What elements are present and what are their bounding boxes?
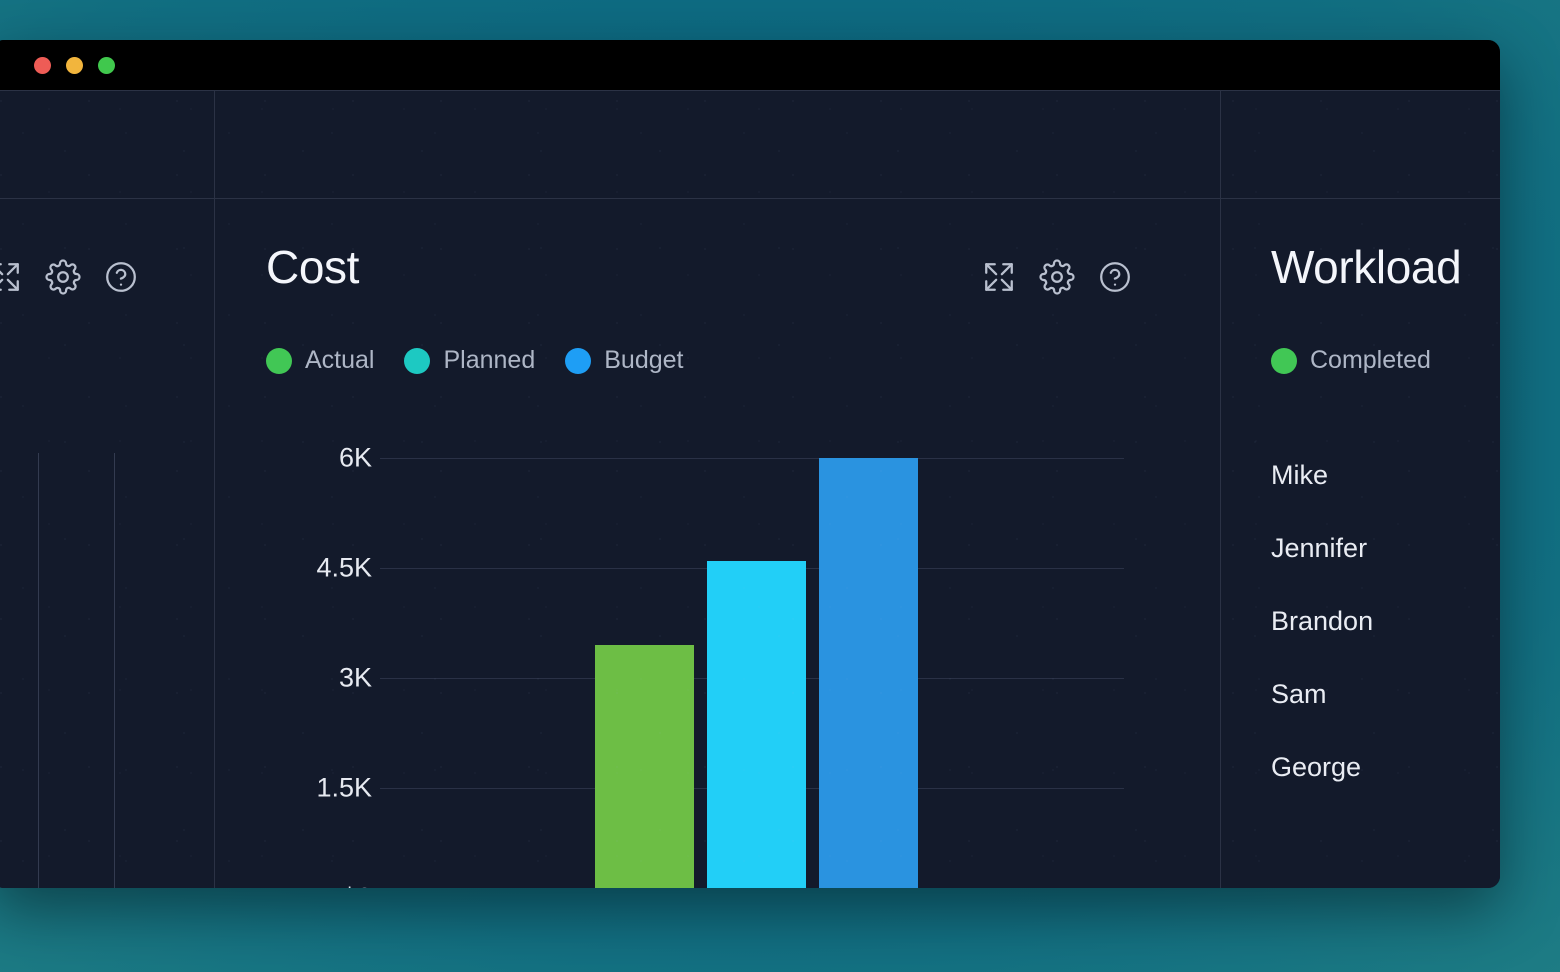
chart-legend: Actual Planned Budget bbox=[266, 346, 683, 375]
list-item[interactable]: Jennifer bbox=[1271, 533, 1368, 563]
panel-right: Workload Completed Mike Jennifer Brandon Sa… bbox=[1221, 198, 1500, 888]
app-window: 75 100 Cost bbox=[0, 40, 1500, 888]
legend-item-actual[interactable]: Actual bbox=[266, 346, 374, 375]
gear-icon[interactable] bbox=[1036, 256, 1078, 298]
list-item[interactable]: Mike bbox=[1271, 460, 1329, 490]
left-gridline-100 bbox=[114, 453, 115, 888]
legend-item-completed[interactable]: Completed bbox=[1271, 346, 1431, 375]
list-item[interactable]: Brandon bbox=[1271, 606, 1374, 636]
bar-budget[interactable] bbox=[819, 458, 918, 888]
page-title: Cost bbox=[266, 241, 359, 293]
chart-plot-area: $0 1.5K 3K 4.5K 6K bbox=[316, 443, 1124, 888]
chart-ytick-label: $0 bbox=[342, 883, 372, 889]
minimize-button[interactable] bbox=[66, 56, 83, 74]
help-icon[interactable] bbox=[1094, 256, 1136, 298]
legend-item-planned[interactable]: Planned bbox=[404, 346, 535, 375]
chart-ytick-label: 6K bbox=[338, 442, 372, 473]
legend-swatch-planned bbox=[404, 347, 431, 374]
legend-label-budget: Budget bbox=[604, 346, 684, 374]
legend-label-planned: Planned bbox=[443, 346, 536, 374]
legend-item-budget[interactable]: Budget bbox=[565, 346, 683, 375]
panel-left: 75 100 bbox=[0, 198, 214, 888]
left-panel-mini-chart: 75 100 bbox=[0, 453, 214, 888]
left-gridline-75 bbox=[38, 453, 39, 888]
legend-swatch-completed bbox=[1271, 347, 1297, 374]
cost-bar-chart: $0 1.5K 3K 4.5K 6K bbox=[215, 348, 1220, 888]
legend-label-completed: Completed bbox=[1310, 346, 1431, 374]
close-button[interactable] bbox=[34, 56, 51, 74]
workload-title: Workload bbox=[1271, 241, 1462, 293]
cost-panel-toolbar bbox=[978, 256, 1136, 298]
workload-legend: Completed bbox=[1271, 346, 1431, 375]
chart-ytick-label: 1.5K bbox=[316, 772, 372, 803]
dashboard-content: 75 100 Cost bbox=[0, 90, 1500, 888]
maximize-button[interactable] bbox=[98, 56, 115, 74]
gear-icon[interactable] bbox=[42, 256, 84, 298]
expand-icon[interactable] bbox=[0, 256, 26, 298]
chart-gridline bbox=[380, 458, 1124, 459]
panel-cost: Cost bbox=[215, 198, 1220, 888]
divider-top bbox=[0, 90, 1500, 91]
chart-ytick-label: 4.5K bbox=[316, 552, 372, 583]
window-titlebar bbox=[0, 40, 1500, 90]
bar-actual[interactable] bbox=[595, 645, 694, 888]
chart-ytick-label: 3K bbox=[338, 662, 372, 693]
divider-header bbox=[0, 198, 1500, 199]
divider-left-col bbox=[214, 90, 215, 888]
legend-label-actual: Actual bbox=[305, 346, 375, 374]
divider-right-col bbox=[1220, 90, 1221, 888]
list-item[interactable]: Sam bbox=[1271, 679, 1327, 709]
list-item[interactable]: George bbox=[1271, 752, 1362, 782]
legend-swatch-actual bbox=[266, 347, 292, 374]
expand-icon[interactable] bbox=[978, 256, 1020, 298]
left-panel-toolbar bbox=[0, 256, 142, 298]
bar-planned[interactable] bbox=[707, 560, 806, 888]
help-icon[interactable] bbox=[100, 256, 142, 298]
legend-swatch-budget bbox=[565, 347, 592, 374]
